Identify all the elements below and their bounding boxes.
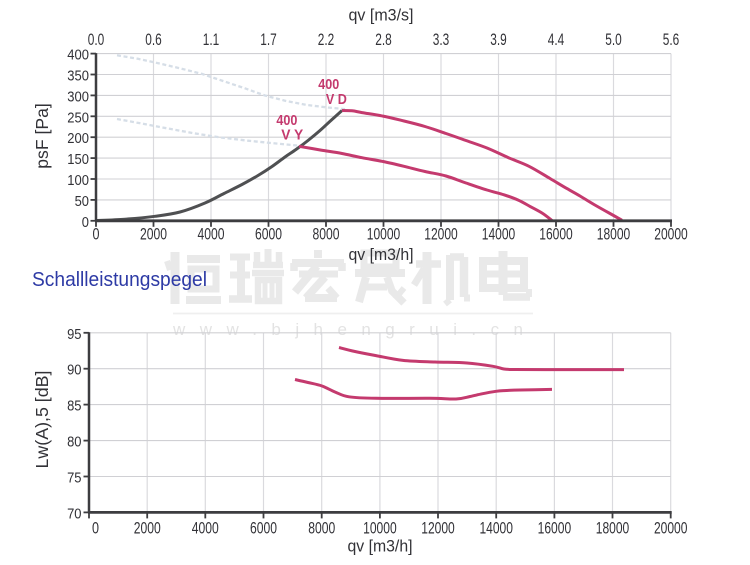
svg-text:qv [m3/s]: qv [m3/s]	[349, 6, 414, 25]
svg-text:1.1: 1.1	[203, 30, 220, 49]
svg-text:4000: 4000	[198, 225, 225, 244]
svg-text:0: 0	[93, 225, 100, 244]
svg-text:2.2: 2.2	[318, 30, 335, 49]
svg-text:18000: 18000	[596, 518, 630, 537]
svg-text:14000: 14000	[482, 225, 516, 244]
svg-text:18000: 18000	[597, 225, 631, 244]
svg-text:0.6: 0.6	[145, 30, 162, 49]
svg-text:Schallleistungspegel: Schallleistungspegel	[32, 269, 207, 291]
svg-text:20000: 20000	[654, 225, 688, 244]
svg-text:1.7: 1.7	[260, 30, 277, 49]
svg-text:qv [m3/h]: qv [m3/h]	[348, 537, 413, 556]
svg-text:400: 400	[318, 77, 339, 93]
svg-text:400: 400	[67, 48, 89, 64]
svg-text:10000: 10000	[363, 518, 397, 537]
svg-text:250: 250	[67, 110, 89, 126]
svg-text:85: 85	[67, 399, 81, 415]
svg-text:10000: 10000	[367, 225, 401, 244]
svg-text:V D: V D	[326, 92, 347, 108]
svg-text:4.4: 4.4	[548, 30, 565, 49]
svg-text:4000: 4000	[192, 518, 219, 537]
svg-text:50: 50	[75, 194, 89, 210]
svg-text:12000: 12000	[424, 225, 458, 244]
svg-text:V Y: V Y	[281, 127, 303, 143]
svg-text:90: 90	[67, 363, 81, 379]
svg-text:2000: 2000	[134, 518, 161, 537]
svg-text:Lw(A),5 [dB]: Lw(A),5 [dB]	[32, 371, 52, 469]
svg-text:5.6: 5.6	[663, 30, 680, 49]
svg-text:2.8: 2.8	[375, 30, 392, 49]
svg-text:www.bjhengrui.cn: www.bjhengrui.cn	[172, 320, 531, 339]
svg-text:20000: 20000	[654, 518, 688, 537]
svg-text:6000: 6000	[250, 518, 277, 537]
svg-text:3.3: 3.3	[433, 30, 450, 49]
svg-text:psF [Pa]: psF [Pa]	[32, 103, 52, 169]
svg-text:0: 0	[82, 215, 89, 231]
svg-text:8000: 8000	[308, 518, 335, 537]
svg-text:350: 350	[67, 69, 89, 85]
svg-text:qv [m3/h]: qv [m3/h]	[349, 245, 414, 264]
svg-text:0: 0	[92, 518, 99, 537]
svg-text:5.0: 5.0	[605, 30, 622, 49]
svg-text:150: 150	[67, 152, 89, 168]
svg-text:300: 300	[67, 89, 89, 105]
svg-text:80: 80	[67, 435, 81, 451]
svg-text:2000: 2000	[140, 225, 167, 244]
svg-text:8000: 8000	[313, 225, 340, 244]
svg-text:0.0: 0.0	[88, 30, 105, 49]
svg-text:95: 95	[67, 327, 81, 343]
svg-text:70: 70	[67, 506, 81, 522]
svg-text:75: 75	[67, 471, 81, 487]
svg-text:14000: 14000	[479, 518, 513, 537]
svg-text:400: 400	[276, 113, 297, 129]
svg-text:16000: 16000	[539, 225, 573, 244]
svg-text:3.9: 3.9	[490, 30, 507, 49]
svg-text:200: 200	[67, 131, 89, 147]
svg-text:16000: 16000	[538, 518, 572, 537]
svg-text:6000: 6000	[255, 225, 282, 244]
svg-text:100: 100	[67, 173, 89, 189]
svg-text:12000: 12000	[421, 518, 455, 537]
